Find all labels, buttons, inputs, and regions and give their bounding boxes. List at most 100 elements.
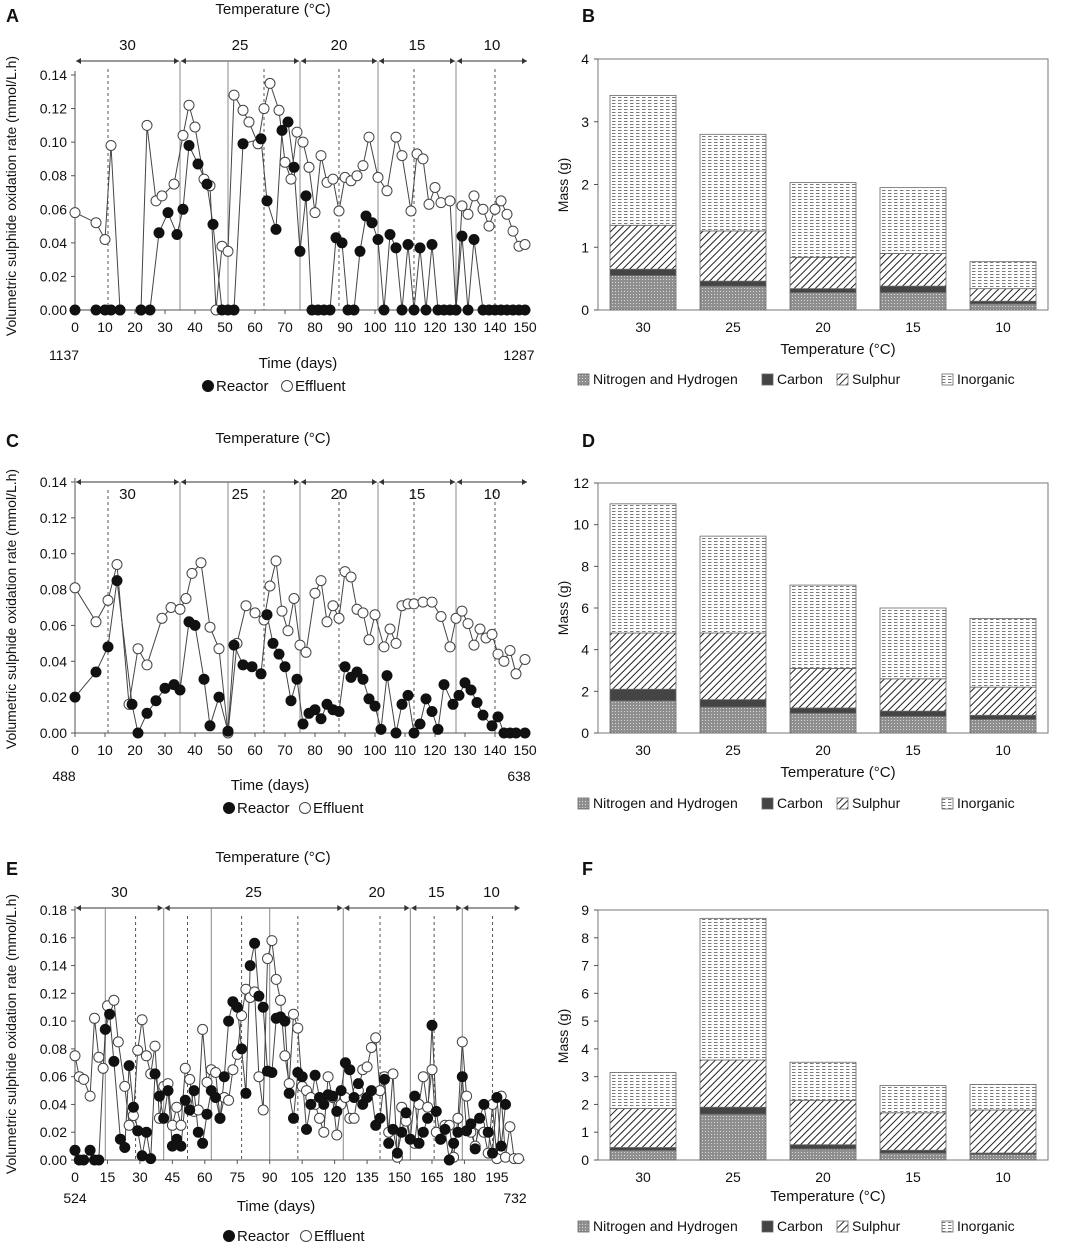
effluent-point bbox=[69, 1050, 81, 1062]
x-tick-label: 140 bbox=[483, 742, 507, 758]
x-tick-label: 80 bbox=[307, 319, 323, 335]
bar-segment-nitrogen-and-hydrogen bbox=[969, 719, 1037, 734]
y-axis-label-f: Mass (g) bbox=[555, 1009, 571, 1063]
bar-legend-f: Nitrogen and Hydrogen Carbon Sulphur Inorga… bbox=[577, 1218, 1015, 1234]
effluent-point bbox=[119, 1080, 131, 1092]
x-tick-label: 0 bbox=[71, 742, 79, 758]
x-axis-label-f: Temperature (°C) bbox=[770, 1188, 885, 1205]
x-tick-label: 20 bbox=[127, 319, 143, 335]
y-tick-label: 0.00 bbox=[40, 302, 67, 318]
effluent-point bbox=[69, 582, 81, 594]
effluent-point bbox=[309, 587, 321, 599]
reactor-point bbox=[417, 1126, 429, 1138]
y-tick-label: 0.14 bbox=[40, 958, 67, 974]
y-tick-label: 0.04 bbox=[40, 653, 67, 669]
reactor-point bbox=[204, 720, 216, 732]
reactor-point bbox=[150, 695, 162, 707]
panel-letter-e: E bbox=[6, 859, 18, 879]
reactor-point bbox=[174, 684, 186, 696]
effluent-point bbox=[444, 641, 456, 653]
reactor-point bbox=[177, 203, 189, 215]
reactor-point bbox=[426, 239, 438, 250]
x-tick-label: 15 bbox=[905, 742, 921, 758]
reactor-point bbox=[192, 158, 204, 170]
effluent-point bbox=[498, 655, 510, 667]
effluent-point bbox=[195, 557, 207, 569]
temp-segment-label: 15 bbox=[409, 486, 426, 503]
temp-arrow-left bbox=[411, 905, 417, 911]
y-tick-label: 2 bbox=[581, 1096, 589, 1112]
effluent-point bbox=[262, 953, 273, 965]
effluent-point bbox=[314, 1112, 325, 1124]
temp-segment-label: 20 bbox=[331, 37, 348, 54]
temp-arrow-left bbox=[301, 479, 306, 485]
x-axis-label-c: Time (days) bbox=[231, 777, 310, 794]
effluent-point bbox=[294, 639, 306, 651]
bar-legend-b: Nitrogen and Hydrogen Carbon Sulphur Inorga… bbox=[577, 371, 1015, 387]
y-tick-label: 12 bbox=[573, 475, 589, 491]
bar-segment-sulphur bbox=[789, 256, 857, 290]
bar-segment-nitrogen-and-hydrogen bbox=[699, 285, 767, 311]
effluent-point bbox=[513, 1153, 524, 1165]
bar-segment-nitrogen-and-hydrogen bbox=[789, 292, 857, 311]
legend-reactor-marker bbox=[223, 802, 235, 814]
x-tick-label: 140 bbox=[483, 319, 507, 335]
reactor-point bbox=[468, 234, 480, 245]
legend-swatch-inorganic bbox=[941, 373, 954, 386]
reactor-point bbox=[240, 1087, 252, 1099]
reactor-point bbox=[390, 727, 402, 739]
effluent-point bbox=[477, 203, 489, 215]
reactor-point bbox=[482, 1126, 494, 1138]
effluent-point bbox=[249, 607, 261, 619]
bar-segment-nitrogen-and-hydrogen bbox=[789, 1148, 857, 1161]
reactor-point bbox=[331, 1105, 343, 1117]
legend-label-inorganic: Inorganic bbox=[957, 371, 1015, 387]
effluent-point bbox=[204, 621, 216, 633]
y-tick-label: 7 bbox=[581, 958, 589, 974]
reactor-point bbox=[276, 124, 288, 136]
effluent-point bbox=[322, 1071, 334, 1083]
y-tick-label: 10 bbox=[573, 517, 589, 533]
effluent-point bbox=[112, 1036, 124, 1048]
bar-segment-nitrogen-and-hydrogen bbox=[789, 712, 857, 734]
reactor-point bbox=[279, 661, 291, 673]
legend-swatch-inorganic bbox=[941, 1220, 954, 1233]
effluent-point bbox=[426, 596, 438, 608]
reactor-point bbox=[114, 304, 126, 316]
legend-swatch-sulphur bbox=[836, 373, 849, 386]
day-end-c: 638 bbox=[507, 768, 531, 784]
bar-segment-inorganic bbox=[789, 1061, 857, 1101]
temp-segment-label: 20 bbox=[331, 486, 348, 503]
y-tick-label: 0.14 bbox=[40, 67, 67, 83]
reactor-point bbox=[500, 1098, 511, 1110]
temp-arrow-left bbox=[181, 479, 186, 485]
reactor-point bbox=[228, 639, 240, 651]
effluent-point bbox=[468, 190, 480, 202]
y-tick-label: 0.06 bbox=[40, 201, 67, 217]
reactor-point bbox=[318, 1098, 330, 1110]
bar-segment-inorganic bbox=[699, 133, 767, 232]
x-tick-label: 100 bbox=[363, 742, 387, 758]
bar-segment-nitrogen-and-hydrogen bbox=[609, 275, 677, 311]
reactor-point bbox=[99, 1023, 111, 1035]
bar-chart-f: 0 1 2 3 4 5 6 7 8 9 30 25 20 15 10 bbox=[581, 902, 1049, 1185]
legend-swatch-inorganic bbox=[941, 797, 954, 810]
temp-arrow-right bbox=[450, 58, 455, 64]
effluent-point bbox=[283, 1078, 295, 1090]
effluent-point bbox=[102, 594, 114, 606]
y-tick-label: 0.10 bbox=[40, 546, 67, 562]
temp-segment-label: 25 bbox=[245, 884, 262, 901]
bar-segment-inorganic bbox=[789, 182, 857, 258]
reactor-point bbox=[519, 304, 531, 316]
y-tick-label: 0.08 bbox=[40, 168, 67, 184]
bar-segment-sulphur bbox=[879, 678, 947, 712]
bar-segment-carbon bbox=[789, 1144, 857, 1150]
temp-arrow-left bbox=[76, 58, 81, 64]
legend-swatch-sulphur bbox=[836, 1220, 849, 1233]
reactor-point bbox=[300, 190, 312, 202]
reactor-point bbox=[140, 1126, 152, 1138]
y-tick-label: 0.06 bbox=[40, 617, 67, 633]
reactor-point bbox=[378, 304, 390, 316]
reactor-point bbox=[114, 1133, 126, 1145]
reactor-point bbox=[309, 1069, 321, 1081]
